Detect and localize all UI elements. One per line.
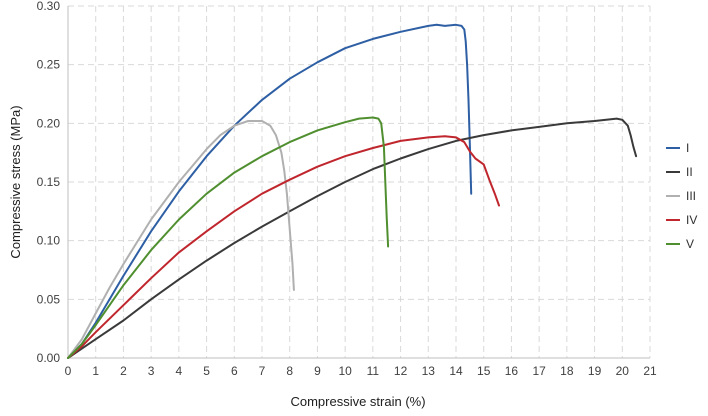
x-tick-label: 10 xyxy=(338,364,352,378)
y-axis-title: Compressive stress (MPa) xyxy=(8,105,23,258)
x-tick-label: 17 xyxy=(532,364,546,378)
legend-label: V xyxy=(686,237,694,251)
x-tick-label: 15 xyxy=(477,364,491,378)
legend-label: I xyxy=(686,141,689,155)
y-tick-label: 0.15 xyxy=(37,175,61,189)
x-tick-label: 11 xyxy=(367,364,380,378)
x-tick-label: 19 xyxy=(588,364,602,378)
axes xyxy=(67,6,650,359)
x-tick-label: 0 xyxy=(65,364,72,378)
y-tick-label: 0.25 xyxy=(37,58,61,72)
x-tick-label: 1 xyxy=(92,364,99,378)
series-lines xyxy=(67,23,638,359)
series-line-ii xyxy=(67,117,638,359)
y-tick-label: 0.20 xyxy=(37,116,61,130)
x-tick-label: 6 xyxy=(231,364,238,378)
grid xyxy=(68,5,651,358)
x-tick-label: 8 xyxy=(286,364,293,378)
x-tick-label: 3 xyxy=(148,364,155,378)
x-axis-title: Compressive strain (%) xyxy=(290,394,425,409)
x-tick-label: 5 xyxy=(203,364,210,378)
x-tick-label: 18 xyxy=(560,364,574,378)
x-tick-label: 16 xyxy=(505,364,519,378)
x-tick-label: 21 xyxy=(643,364,657,378)
x-tick-labels: 0 1 2 3 4 5 6 7 8 9 10 11 12 13 14 15 16 17 18 19 20 21 xyxy=(65,364,657,378)
series-line-v xyxy=(67,116,390,359)
x-tick-label: 7 xyxy=(259,364,266,378)
y-tick-labels: 0.00 0.05 0.10 0.15 0.20 0.25 0.30 xyxy=(37,0,61,365)
legend-label: IV xyxy=(686,213,697,227)
x-tick-label: 20 xyxy=(616,364,630,378)
x-tick-label: 9 xyxy=(314,364,321,378)
x-tick-label: 12 xyxy=(394,364,408,378)
series-line-iii xyxy=(67,120,295,359)
series-line-iv xyxy=(67,135,500,359)
series-line-i xyxy=(67,23,473,359)
legend-label: III xyxy=(686,189,696,203)
y-tick-label: 0.05 xyxy=(37,292,61,306)
x-tick-label: 14 xyxy=(449,364,463,378)
x-tick-label: 2 xyxy=(120,364,127,378)
y-tick-label: 0.00 xyxy=(37,351,61,365)
x-tick-label: 13 xyxy=(422,364,436,378)
y-tick-label: 0.10 xyxy=(37,234,61,248)
legend-label: II xyxy=(686,165,693,179)
x-tick-label: 4 xyxy=(176,364,183,378)
y-tick-label: 0.30 xyxy=(37,0,61,13)
